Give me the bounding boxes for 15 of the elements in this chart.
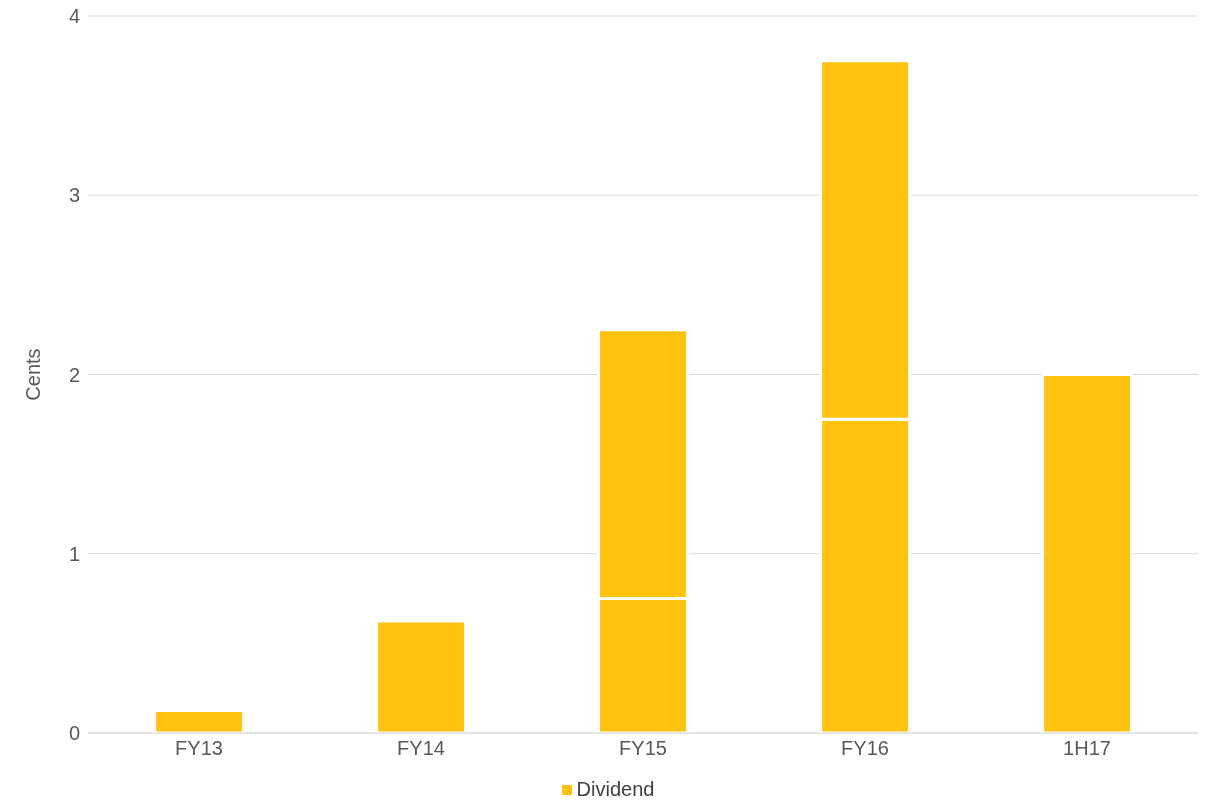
y-tick-label: 4 (68, 5, 80, 28)
y-tick-label: 3 (68, 184, 80, 207)
x-tick-label: FY14 (397, 737, 445, 760)
y-tick-label: 0 (68, 722, 80, 745)
y-axis-title: Cents (22, 348, 45, 401)
x-tick-label: FY13 (175, 737, 223, 760)
bar (153, 709, 246, 733)
y-tick-label: 2 (68, 363, 80, 386)
x-tick-label: FY16 (841, 737, 889, 760)
bar (375, 619, 468, 733)
x-tick-label: FY15 (619, 737, 667, 760)
y-tick-label: 1 (68, 542, 80, 565)
x-tick-label: 1H17 (1063, 737, 1111, 760)
legend-label: Dividend (575, 778, 655, 801)
bar (1041, 373, 1134, 733)
